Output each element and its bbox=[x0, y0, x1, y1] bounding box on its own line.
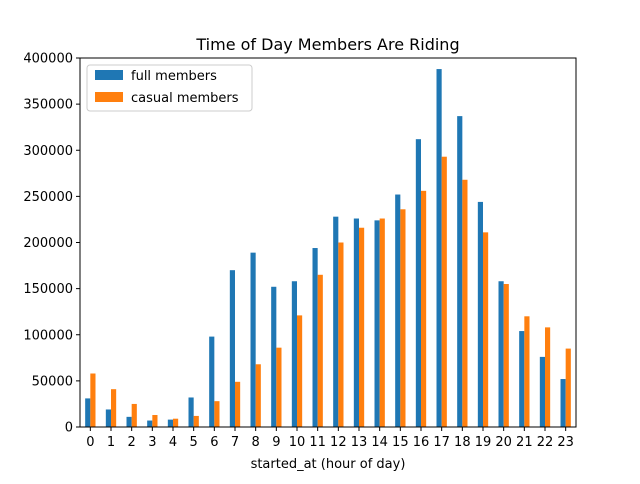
y-tick-label: 200000 bbox=[23, 236, 73, 251]
x-tick-label: 3 bbox=[148, 435, 156, 450]
bar-casual-members-6 bbox=[214, 401, 220, 427]
bar-casual-members-5 bbox=[193, 415, 199, 427]
bar-casual-members-14 bbox=[379, 218, 385, 427]
bar-full-members-20 bbox=[498, 281, 504, 427]
x-tick-label: 2 bbox=[128, 435, 136, 450]
bar-casual-members-13 bbox=[359, 227, 365, 427]
bar-full-members-10 bbox=[291, 281, 297, 427]
x-tick-label: 4 bbox=[169, 435, 177, 450]
chart-title: Time of Day Members Are Riding bbox=[195, 35, 459, 54]
legend-swatch-full-members bbox=[95, 70, 123, 80]
y-axis: 0 50000 100000 150000 200000 250000 300000 3500… bbox=[23, 52, 80, 436]
y-tick-label: 150000 bbox=[23, 282, 73, 297]
bar-casual-members-18 bbox=[462, 179, 468, 427]
x-tick-label: 8 bbox=[252, 435, 260, 450]
x-tick-label: 11 bbox=[309, 435, 326, 450]
x-axis: 0 1 2 3 4 5 6 7 8 9 10 11 12 13 14 15 16 17 18 19 20 21 22 23 bbox=[86, 427, 574, 450]
x-tick-label: 23 bbox=[557, 435, 574, 450]
bar-casual-members-21 bbox=[524, 316, 530, 427]
bar-casual-members-3 bbox=[152, 415, 158, 427]
bar-casual-members-10 bbox=[297, 315, 303, 427]
bar-full-members-8 bbox=[250, 252, 256, 427]
bar-casual-members-1 bbox=[111, 389, 117, 427]
bar-full-members-4 bbox=[167, 419, 173, 427]
legend: full members casual members bbox=[86, 64, 253, 112]
x-tick-label: 18 bbox=[454, 435, 471, 450]
y-tick-label: 50000 bbox=[32, 374, 73, 389]
bar-full-members-1 bbox=[105, 409, 111, 427]
bar-casual-members-12 bbox=[338, 242, 344, 427]
x-tick-label: 16 bbox=[413, 435, 430, 450]
bar-full-members-12 bbox=[333, 216, 339, 427]
x-tick-label: 22 bbox=[537, 435, 554, 450]
bar-full-members-2 bbox=[126, 416, 132, 427]
x-tick-label: 14 bbox=[371, 435, 388, 450]
x-tick-label: 13 bbox=[351, 435, 368, 450]
bar-casual-members-8 bbox=[255, 364, 261, 427]
y-tick-label: 0 bbox=[65, 421, 73, 436]
y-tick-label: 100000 bbox=[23, 328, 73, 343]
bar-full-members-13 bbox=[353, 218, 359, 427]
bar-full-members-7 bbox=[229, 270, 235, 427]
legend-box bbox=[86, 64, 253, 112]
bar-full-members-9 bbox=[271, 286, 277, 427]
bars-layer bbox=[85, 69, 571, 428]
x-tick-label: 0 bbox=[86, 435, 94, 450]
bar-casual-members-17 bbox=[441, 156, 447, 427]
bar-casual-members-22 bbox=[545, 327, 551, 427]
bar-casual-members-15 bbox=[400, 209, 406, 427]
y-tick-label: 250000 bbox=[23, 190, 73, 205]
bar-casual-members-11 bbox=[317, 274, 323, 427]
bar-casual-members-16 bbox=[421, 190, 427, 427]
y-tick-label: 300000 bbox=[23, 144, 73, 159]
legend-label-casual-members: casual members bbox=[131, 91, 239, 106]
bar-casual-members-7 bbox=[235, 381, 241, 427]
bar-casual-members-23 bbox=[565, 348, 571, 427]
x-tick-label: 1 bbox=[107, 435, 115, 450]
x-tick-label: 5 bbox=[190, 435, 198, 450]
bar-full-members-15 bbox=[395, 194, 401, 427]
bar-casual-members-2 bbox=[131, 403, 137, 427]
bar-full-members-14 bbox=[374, 220, 380, 427]
x-tick-label: 15 bbox=[392, 435, 409, 450]
bar-full-members-5 bbox=[188, 397, 194, 427]
x-tick-label: 10 bbox=[289, 435, 306, 450]
legend-label-full-members: full members bbox=[131, 69, 217, 84]
bar-casual-members-20 bbox=[503, 284, 509, 427]
bar-full-members-0 bbox=[85, 398, 91, 427]
bar-casual-members-0 bbox=[90, 373, 96, 427]
bar-full-members-18 bbox=[457, 116, 463, 428]
legend-swatch-casual-members bbox=[95, 92, 123, 102]
bar-full-members-23 bbox=[560, 379, 566, 427]
x-tick-label: 7 bbox=[231, 435, 239, 450]
bar-casual-members-4 bbox=[173, 418, 179, 427]
y-tick-label: 350000 bbox=[23, 98, 73, 113]
bar-full-members-22 bbox=[539, 356, 545, 427]
x-tick-label: 12 bbox=[330, 435, 347, 450]
x-tick-label: 20 bbox=[495, 435, 512, 450]
bar-casual-members-19 bbox=[483, 232, 489, 427]
x-tick-label: 9 bbox=[272, 435, 280, 450]
bar-full-members-19 bbox=[477, 201, 483, 427]
x-tick-label: 6 bbox=[210, 435, 218, 450]
bar-full-members-21 bbox=[519, 331, 525, 427]
bar-full-members-16 bbox=[415, 139, 421, 427]
bar-casual-members-9 bbox=[276, 347, 282, 427]
x-axis-label: started_at (hour of day) bbox=[251, 457, 406, 472]
x-tick-label: 21 bbox=[516, 435, 533, 450]
y-tick-label: 400000 bbox=[23, 52, 73, 67]
x-tick-label: 19 bbox=[475, 435, 492, 450]
bar-full-members-6 bbox=[209, 336, 215, 427]
bar-full-members-11 bbox=[312, 248, 318, 427]
plot-frame bbox=[79, 57, 577, 428]
x-tick-label: 17 bbox=[433, 435, 450, 450]
bar-full-members-3 bbox=[147, 420, 153, 427]
bar-full-members-17 bbox=[436, 69, 442, 427]
